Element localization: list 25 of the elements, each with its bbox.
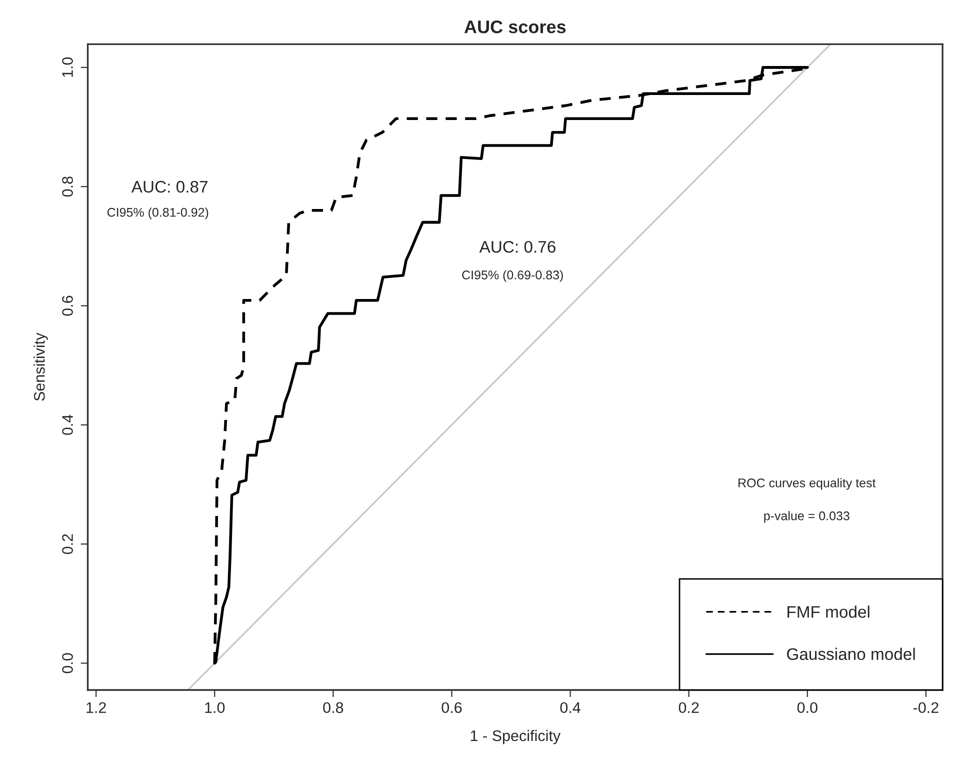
- annotation: CI95% (0.81-0.92): [107, 208, 208, 220]
- annotation: AUC: 0.87: [131, 180, 208, 193]
- x-tick-label: 0.0: [797, 702, 818, 714]
- y-axis-title: Sensitivity: [34, 332, 48, 401]
- chart-title: AUC scores: [464, 20, 566, 34]
- y-tick-label: 0.4: [62, 414, 73, 435]
- y-tick-label: 0.8: [62, 176, 73, 197]
- y-tick-label: 0.6: [62, 296, 73, 316]
- y-tick-label: 1.0: [62, 57, 73, 77]
- annotation: p-value = 0.033: [764, 511, 850, 523]
- x-tick-label: 1.2: [86, 702, 106, 713]
- x-tick-label: 1.0: [205, 702, 225, 714]
- x-axis-title: 1 - Specificity: [470, 730, 561, 744]
- x-tick-label: 0.6: [442, 702, 462, 714]
- y-tick-label: 0.2: [62, 534, 73, 554]
- x-tick-label: 0.2: [678, 702, 699, 714]
- legend-label: FMF model: [788, 606, 870, 618]
- annotation: CI95% (0.69-0.83): [462, 270, 563, 282]
- y-tick-label: 0.0: [62, 653, 73, 674]
- x-tick-label: -0.2: [913, 702, 938, 714]
- x-tick-label: 0.8: [323, 702, 344, 714]
- annotation: AUC: 0.76: [479, 240, 556, 253]
- legend-label: Gaussiano model: [787, 648, 915, 660]
- x-tick-label: 0.4: [560, 702, 580, 714]
- annotation: ROC curves equality test: [738, 478, 876, 490]
